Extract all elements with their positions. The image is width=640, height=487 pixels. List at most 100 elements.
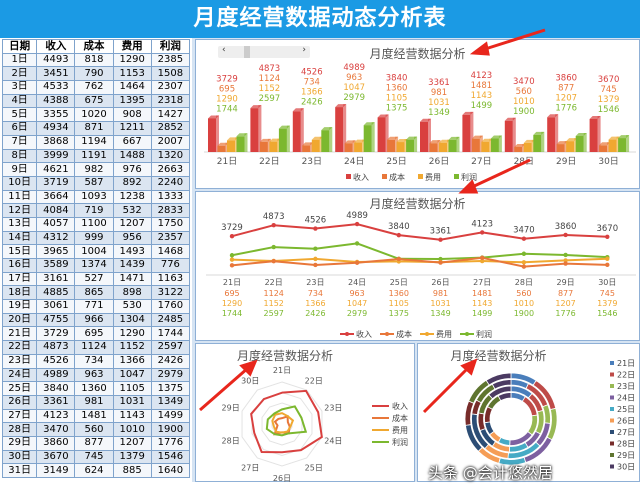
table-cell[interactable]: 981: [74, 394, 114, 410]
table-cell[interactable]: 4873: [36, 340, 76, 355]
table-cell[interactable]: 1004: [74, 244, 114, 259]
table-cell[interactable]: 4934: [36, 121, 76, 136]
table-cell[interactable]: 1031: [112, 394, 152, 410]
table-cell[interactable]: 3589: [36, 258, 76, 273]
table-cell[interactable]: 22日: [1, 340, 38, 355]
table-cell[interactable]: 3161: [36, 271, 76, 287]
table-cell[interactable]: 1152: [112, 340, 152, 355]
table-cell[interactable]: 2597: [150, 340, 191, 355]
table-cell[interactable]: 1105: [112, 381, 152, 396]
table-cell[interactable]: 28日: [1, 422, 38, 437]
table-cell[interactable]: 2852: [150, 121, 191, 136]
table-cell[interactable]: 4084: [36, 203, 76, 218]
table-cell[interactable]: 6日: [1, 121, 38, 136]
table-cell[interactable]: 532: [112, 203, 152, 218]
table-cell[interactable]: 1374: [74, 258, 114, 273]
table-cell[interactable]: 3149: [36, 463, 76, 478]
table-cell[interactable]: 2357: [150, 230, 191, 246]
table-cell[interactable]: 31日: [1, 463, 38, 478]
table-cell[interactable]: 4755: [36, 312, 76, 328]
table-cell[interactable]: 3451: [36, 66, 76, 82]
table-cell[interactable]: 1290: [112, 326, 152, 342]
table-cell[interactable]: 2833: [150, 203, 191, 218]
table-cell[interactable]: 2007: [150, 134, 191, 150]
table-cell[interactable]: 1290: [112, 52, 152, 68]
table-cell[interactable]: 1366: [112, 353, 152, 369]
table-cell[interactable]: 2426: [150, 353, 191, 369]
table-cell[interactable]: 1163: [150, 271, 191, 287]
table-cell[interactable]: 2663: [150, 162, 191, 177]
table-cell[interactable]: 3470: [36, 422, 76, 437]
table-cell[interactable]: 21日: [1, 326, 38, 342]
table-cell[interactable]: 790: [74, 66, 114, 82]
table-cell[interactable]: 3965: [36, 244, 76, 259]
table-cell[interactable]: 1333: [150, 189, 191, 205]
table-cell[interactable]: 1499: [150, 408, 191, 424]
table-cell[interactable]: 1379: [112, 449, 152, 465]
table-cell[interactable]: 865: [74, 285, 114, 301]
table-cell[interactable]: 675: [74, 93, 114, 109]
table-cell[interactable]: 25日: [1, 381, 38, 396]
table-cell[interactable]: 1日: [1, 52, 38, 68]
scroll-left-button[interactable]: ‹: [222, 45, 226, 55]
table-cell[interactable]: 734: [74, 353, 114, 369]
table-cell[interactable]: 4312: [36, 230, 76, 246]
table-cell[interactable]: 29日: [1, 435, 38, 451]
table-cell[interactable]: 1546: [150, 449, 191, 465]
table-cell[interactable]: 892: [112, 175, 152, 191]
table-cell[interactable]: 976: [112, 162, 152, 177]
table-cell[interactable]: 908: [112, 107, 152, 123]
table-cell[interactable]: 1320: [150, 148, 191, 164]
table-cell[interactable]: 745: [74, 449, 114, 465]
table-cell[interactable]: 560: [74, 422, 114, 437]
table-cell[interactable]: 771: [74, 299, 114, 314]
table-cell[interactable]: 1427: [150, 107, 191, 123]
table-cell[interactable]: 2385: [150, 52, 191, 68]
table-cell[interactable]: 14日: [1, 230, 38, 246]
table-cell[interactable]: 2979: [150, 367, 191, 383]
table-cell[interactable]: 13日: [1, 216, 38, 232]
table-cell[interactable]: 3729: [36, 326, 76, 342]
table-cell[interactable]: 871: [74, 121, 114, 136]
table-cell[interactable]: 1100: [74, 216, 114, 232]
table-cell[interactable]: 23日: [1, 353, 38, 369]
table-cell[interactable]: 898: [112, 285, 152, 301]
table-cell[interactable]: 8日: [1, 148, 38, 164]
table-cell[interactable]: 530: [112, 299, 152, 314]
table-cell[interactable]: 3061: [36, 299, 76, 314]
table-cell[interactable]: 3122: [150, 285, 191, 301]
table-cell[interactable]: 3670: [36, 449, 76, 465]
table-cell[interactable]: 963: [74, 367, 114, 383]
table-cell[interactable]: 1439: [112, 258, 152, 273]
table-cell[interactable]: 4533: [36, 80, 76, 95]
table-cell[interactable]: 4057: [36, 216, 76, 232]
table-cell[interactable]: 1143: [112, 408, 152, 424]
table-cell[interactable]: 2307: [150, 80, 191, 95]
table-cell[interactable]: 27日: [1, 408, 38, 424]
table-cell[interactable]: 2485: [150, 312, 191, 328]
table-cell[interactable]: 1194: [74, 134, 114, 150]
scrollbar[interactable]: ‹ ›: [218, 45, 310, 58]
table-cell[interactable]: 1640: [150, 463, 191, 478]
table-cell[interactable]: 1047: [112, 367, 152, 383]
table-cell[interactable]: 3860: [36, 435, 76, 451]
table-cell[interactable]: 527: [74, 271, 114, 287]
table-cell[interactable]: 1471: [112, 271, 152, 287]
table-cell[interactable]: 15日: [1, 244, 38, 259]
table-cell[interactable]: 4日: [1, 93, 38, 109]
table-cell[interactable]: 1395: [112, 93, 152, 109]
table-cell[interactable]: 999: [74, 230, 114, 246]
table-cell[interactable]: 1375: [150, 381, 191, 396]
table-cell[interactable]: 2240: [150, 175, 191, 191]
table-cell[interactable]: 1010: [112, 422, 152, 437]
table-cell[interactable]: 5日: [1, 107, 38, 123]
table-cell[interactable]: 26日: [1, 394, 38, 410]
table-cell[interactable]: 695: [74, 326, 114, 342]
table-cell[interactable]: 966: [74, 312, 114, 328]
table-cell[interactable]: 667: [112, 134, 152, 150]
table-cell[interactable]: 19日: [1, 299, 38, 314]
table-cell[interactable]: 3999: [36, 148, 76, 164]
table-cell[interactable]: 1207: [112, 216, 152, 232]
table-cell[interactable]: 1760: [150, 299, 191, 314]
table-cell[interactable]: 1360: [74, 381, 114, 396]
